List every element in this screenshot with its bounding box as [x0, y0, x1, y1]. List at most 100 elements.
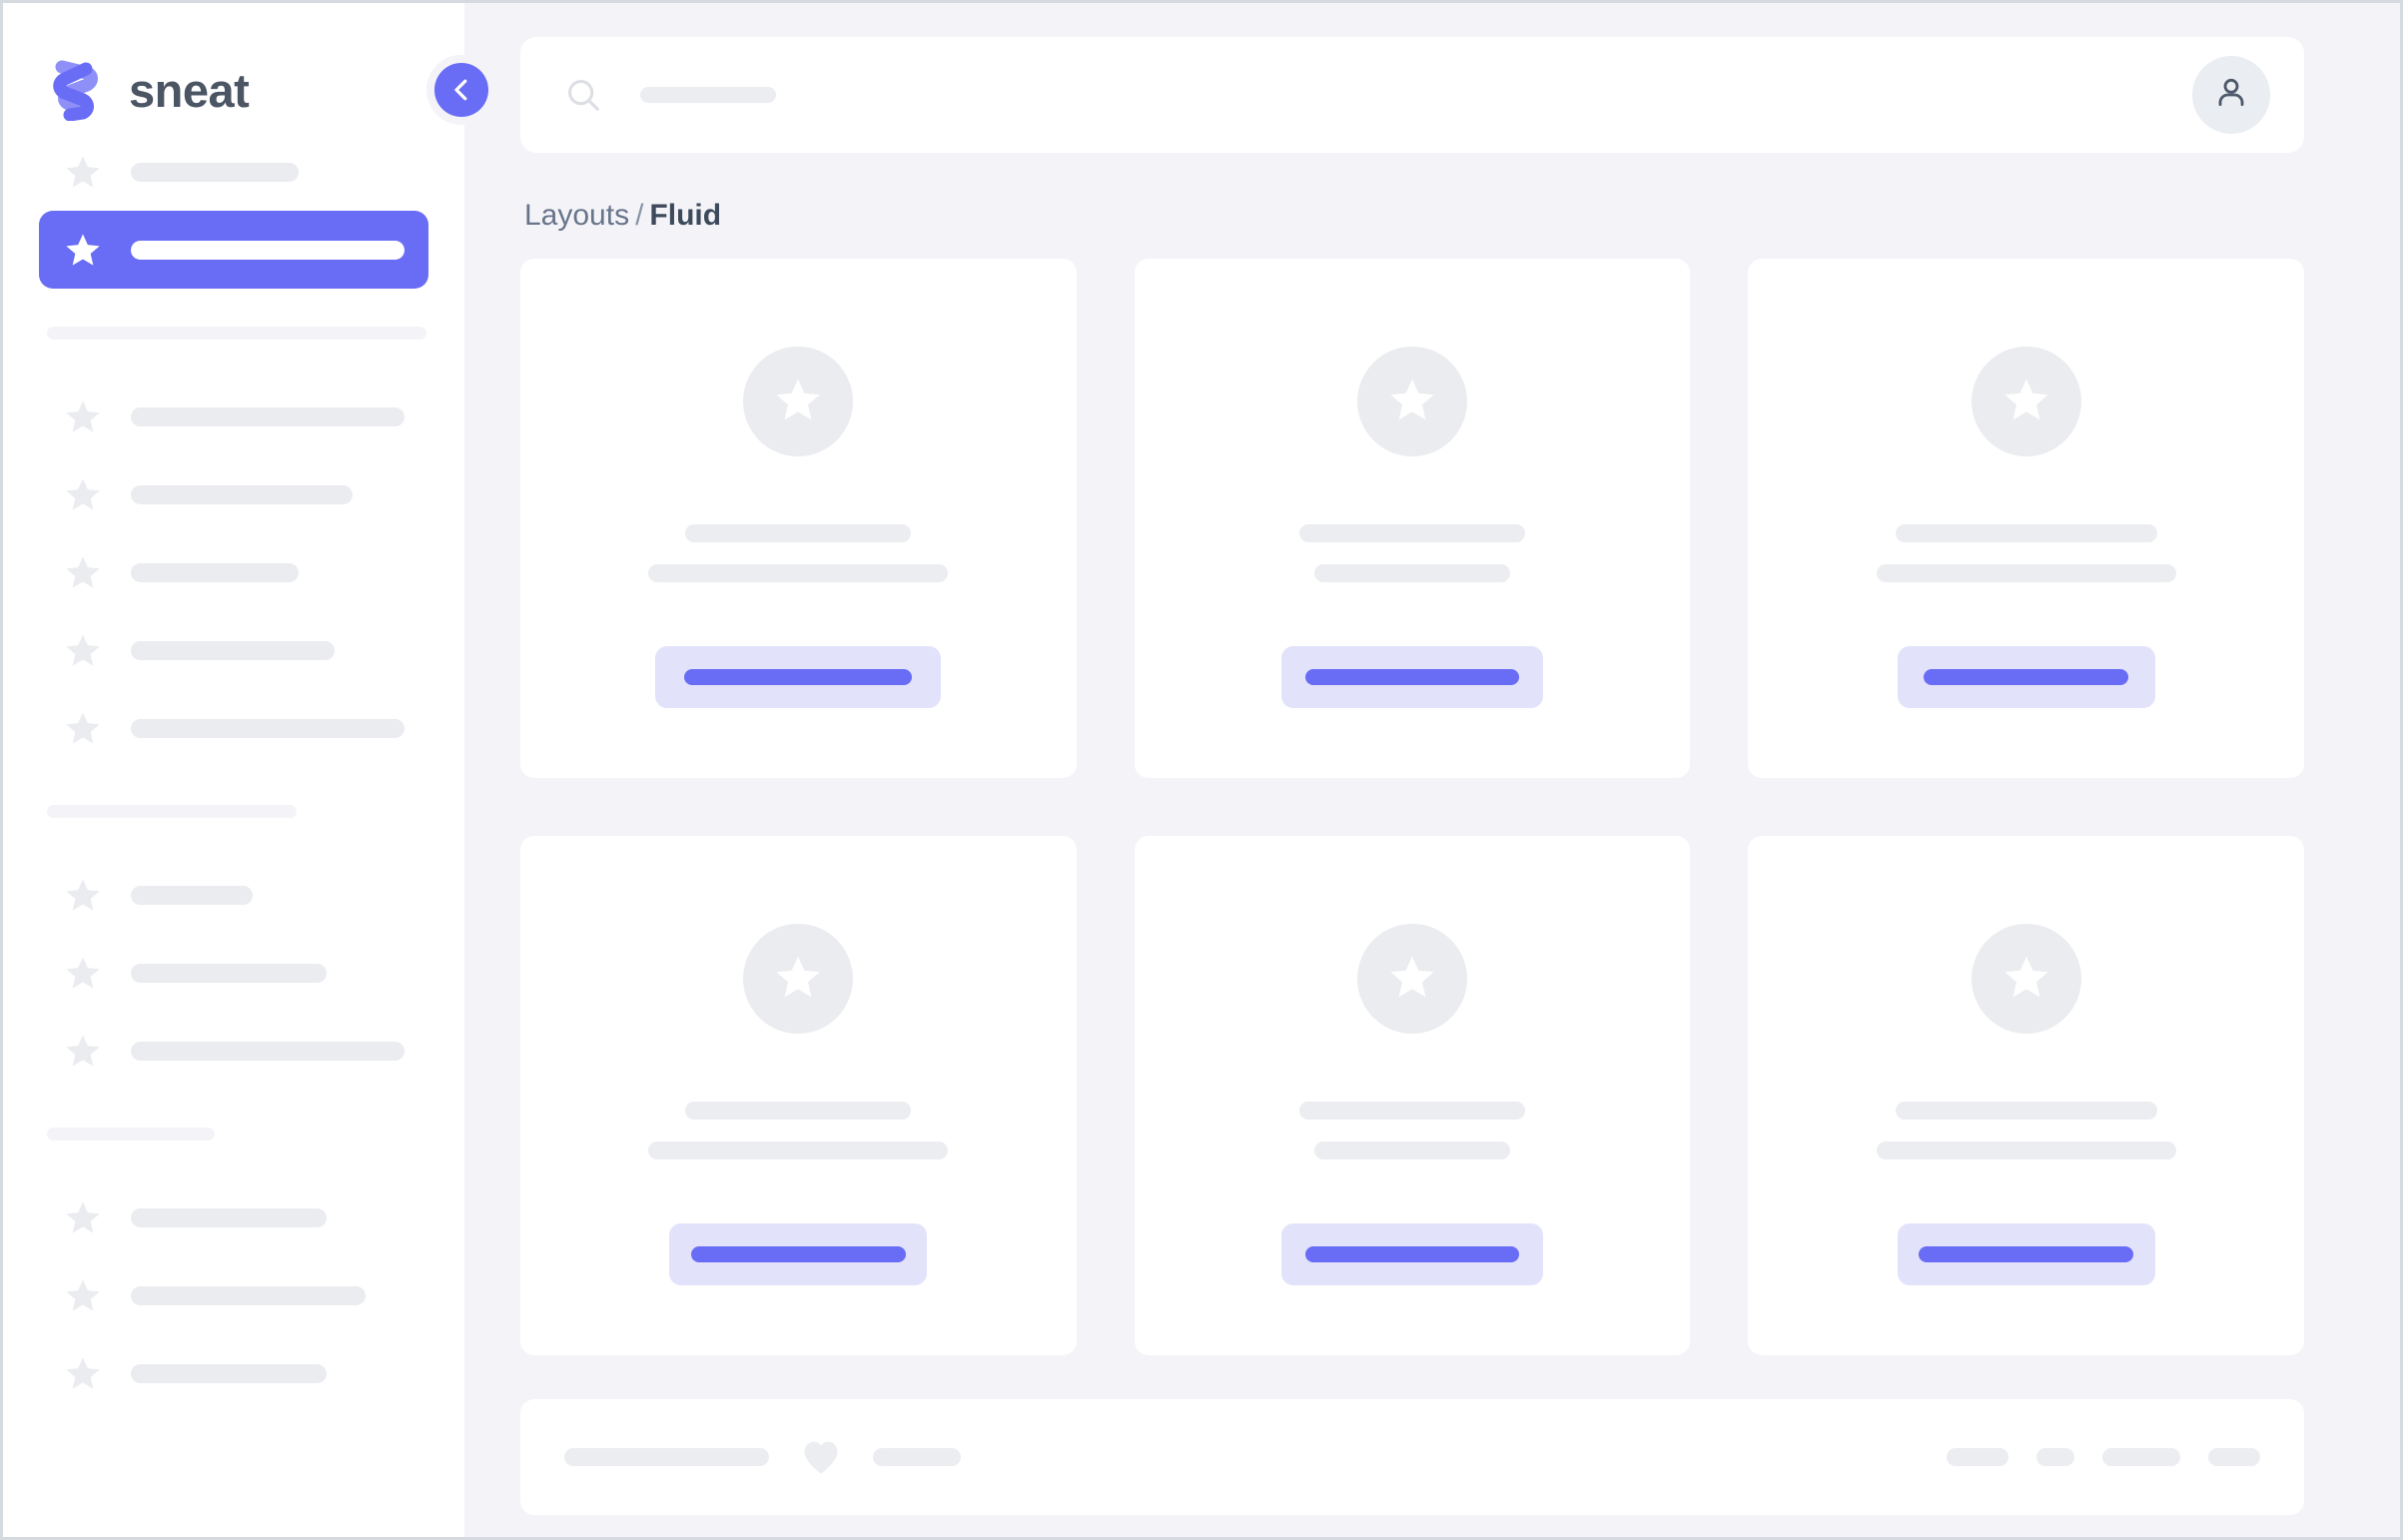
- star-icon: [63, 1197, 103, 1237]
- card-title-skeleton-1: [685, 1102, 912, 1120]
- card-title-skeleton-2: [1313, 564, 1510, 582]
- star-icon: [63, 152, 103, 192]
- card-button-label-skeleton: [1304, 1246, 1519, 1262]
- sidebar-item-label-skeleton: [131, 885, 253, 905]
- card-avatar: [1356, 924, 1467, 1034]
- star-icon: [2001, 951, 2052, 1008]
- sidebar-item-label-skeleton: [131, 562, 299, 582]
- sidebar-item-label-skeleton: [131, 1285, 366, 1305]
- footer-left-skeleton-1: [564, 1448, 769, 1466]
- card-button-label-skeleton: [1924, 669, 2129, 685]
- sidebar-item-label-skeleton: [131, 718, 404, 738]
- sidebar-item-3-2[interactable]: [39, 1334, 428, 1412]
- breadcrumb-current: Fluid: [649, 199, 722, 232]
- sidebar-item-1-1[interactable]: [39, 455, 428, 533]
- card-title-skeleton-2: [1876, 1142, 2176, 1159]
- card-text-skeletons: [1748, 1102, 2304, 1159]
- sidebar-item-1-4[interactable]: [39, 689, 428, 767]
- sidebar-item-label-skeleton: [131, 406, 404, 426]
- sidebar-section-divider: [47, 1128, 215, 1141]
- sidebar-item-label-skeleton: [131, 963, 327, 983]
- footer-right-group: [1947, 1448, 2260, 1466]
- sidebar-item-1-2[interactable]: [39, 533, 428, 611]
- card-action-button[interactable]: [1897, 1223, 2155, 1285]
- card-action-button[interactable]: [655, 646, 942, 708]
- star-icon: [63, 474, 103, 514]
- content-card: [1748, 259, 2304, 778]
- card-grid: [520, 259, 2304, 1355]
- star-icon: [772, 374, 824, 430]
- card-button-label-skeleton: [1919, 1246, 2134, 1262]
- card-action-button[interactable]: [1280, 646, 1543, 708]
- search-icon: [564, 76, 602, 114]
- footer-right-skeleton-2: [2036, 1448, 2074, 1466]
- card-title-skeleton-1: [685, 524, 912, 542]
- sidebar: sneat: [3, 3, 496, 1537]
- sidebar-nav: [3, 133, 464, 1412]
- sidebar-item-3-0[interactable]: [39, 1178, 428, 1256]
- brand[interactable]: sneat: [3, 3, 464, 133]
- footer-bar: [520, 1399, 2304, 1515]
- sidebar-section-divider: [47, 327, 426, 340]
- card-text-skeletons: [520, 1102, 1077, 1159]
- sidebar-item-0-1[interactable]: [39, 211, 428, 289]
- sidebar-item-label-skeleton: [131, 240, 404, 260]
- card-title-skeleton-1: [1895, 524, 2157, 542]
- star-icon: [2001, 374, 2052, 430]
- star-icon: [63, 396, 103, 436]
- footer-right-skeleton-1: [1947, 1448, 2008, 1466]
- search-placeholder-skeleton: [640, 87, 776, 103]
- star-icon: [63, 708, 103, 748]
- search-input[interactable]: [564, 76, 2192, 114]
- card-text-skeletons: [1135, 1102, 1691, 1159]
- footer-left-skeleton-3: [873, 1448, 961, 1466]
- star-icon: [63, 630, 103, 670]
- card-button-label-skeleton: [684, 669, 913, 685]
- card-avatar: [1356, 347, 1467, 456]
- star-icon: [63, 953, 103, 993]
- star-icon: [772, 951, 824, 1008]
- star-icon: [1386, 374, 1438, 430]
- card-action-button[interactable]: [669, 1223, 928, 1285]
- sidebar-item-2-0[interactable]: [39, 856, 428, 934]
- account-avatar[interactable]: [2192, 56, 2270, 134]
- sidebar-item-2-2[interactable]: [39, 1012, 428, 1090]
- sidebar-item-3-1[interactable]: [39, 1256, 428, 1334]
- sidebar-item-0-0[interactable]: [39, 133, 428, 211]
- sidebar-item-1-0[interactable]: [39, 378, 428, 455]
- card-title-skeleton-2: [648, 564, 949, 582]
- sidebar-section-divider: [47, 805, 297, 818]
- content-card: [1134, 259, 1691, 778]
- card-avatar: [743, 924, 854, 1034]
- sidebar-item-label-skeleton: [131, 484, 353, 504]
- footer-left-group: [564, 1435, 961, 1479]
- sidebar-collapse-toggle[interactable]: [426, 55, 496, 125]
- main-content: Layouts / Fluid: [464, 3, 2400, 1537]
- sidebar-item-label-skeleton: [131, 1041, 404, 1061]
- star-icon: [1386, 951, 1438, 1008]
- content-card: [520, 259, 1077, 778]
- card-text-skeletons: [1748, 524, 2304, 582]
- sidebar-item-label-skeleton: [131, 640, 335, 660]
- user-icon: [2211, 73, 2251, 118]
- card-title-skeleton-2: [1313, 1142, 1510, 1159]
- card-action-button[interactable]: [1280, 1223, 1543, 1285]
- sidebar-item-1-3[interactable]: [39, 611, 428, 689]
- card-title-skeleton-1: [1298, 524, 1525, 542]
- content-card: [1748, 836, 2304, 1355]
- card-avatar: [1971, 924, 2081, 1034]
- sidebar-item-label-skeleton: [131, 162, 299, 182]
- sneat-s-logo-icon: [45, 59, 107, 122]
- content-card: [1134, 836, 1691, 1355]
- breadcrumb: Layouts / Fluid: [524, 201, 2304, 231]
- card-avatar: [743, 347, 854, 456]
- breadcrumb-parent[interactable]: Layouts: [524, 199, 630, 232]
- card-action-button[interactable]: [1897, 646, 2155, 708]
- card-text-skeletons: [520, 524, 1077, 582]
- sidebar-item-2-1[interactable]: [39, 934, 428, 1012]
- brand-name: sneat: [129, 63, 250, 117]
- card-button-label-skeleton: [1304, 669, 1519, 685]
- star-icon: [63, 1031, 103, 1071]
- footer-right-skeleton-3: [2102, 1448, 2180, 1466]
